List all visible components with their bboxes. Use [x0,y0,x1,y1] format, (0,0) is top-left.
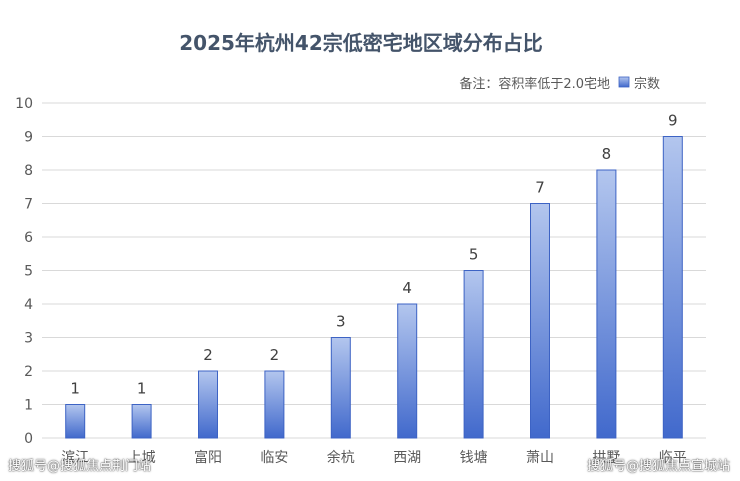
y-tick-label: 5 [24,264,33,280]
x-tick-label: 临平 [659,450,687,466]
bar [198,370,218,439]
x-tick-label: 西湖 [393,450,421,466]
x-tick-label: 拱墅 [592,450,620,466]
x-tick-label: 萧山 [526,450,554,466]
data-label: 2 [203,346,213,364]
y-tick-label: 3 [24,331,33,347]
bar [65,404,86,439]
legend-swatch [618,76,630,88]
data-label: 4 [402,279,412,297]
y-tick-label: 7 [24,197,33,213]
x-tick-label: 滨江 [61,450,89,466]
x-tick-label: 上城 [128,450,156,466]
y-tick-label: 0 [24,431,33,447]
bar [463,270,484,439]
x-tick-label: 钱塘 [460,450,488,466]
data-label: 2 [270,346,280,364]
bar [596,169,617,439]
data-label: 1 [137,380,147,398]
y-tick-label: 9 [24,130,33,146]
x-tick-label: 余杭 [327,449,355,466]
y-tick-label: 2 [24,364,33,380]
legend-label: 宗数 [634,76,660,92]
watermark-left: 搜狐号@搜狐焦点荆门站 [8,459,152,474]
bar [530,203,550,439]
y-tick-label: 6 [24,230,33,246]
data-label: 7 [535,179,545,197]
y-tick-label: 4 [24,297,33,313]
bar [397,303,418,439]
data-label: 8 [602,145,612,163]
data-label: 1 [70,380,80,398]
bar [264,370,285,439]
x-tick-label: 富阳 [194,449,222,466]
y-tick-label: 10 [15,96,33,112]
data-label: 9 [668,112,678,130]
y-tick-label: 1 [24,398,33,414]
data-label: 3 [336,313,346,331]
y-tick-label: 8 [24,163,33,179]
chart-title: 2025年杭州42宗低密宅地区域分布占比 [179,31,543,55]
data-label: 5 [469,246,479,264]
bar [330,337,351,439]
watermark-right: 搜狐号@搜狐焦点宣城站 [586,459,730,474]
chart-note: 备注：容积率低于2.0宅地 [459,76,610,92]
x-tick-label: 临安 [260,450,288,466]
bar [662,136,683,439]
bar [131,404,152,439]
